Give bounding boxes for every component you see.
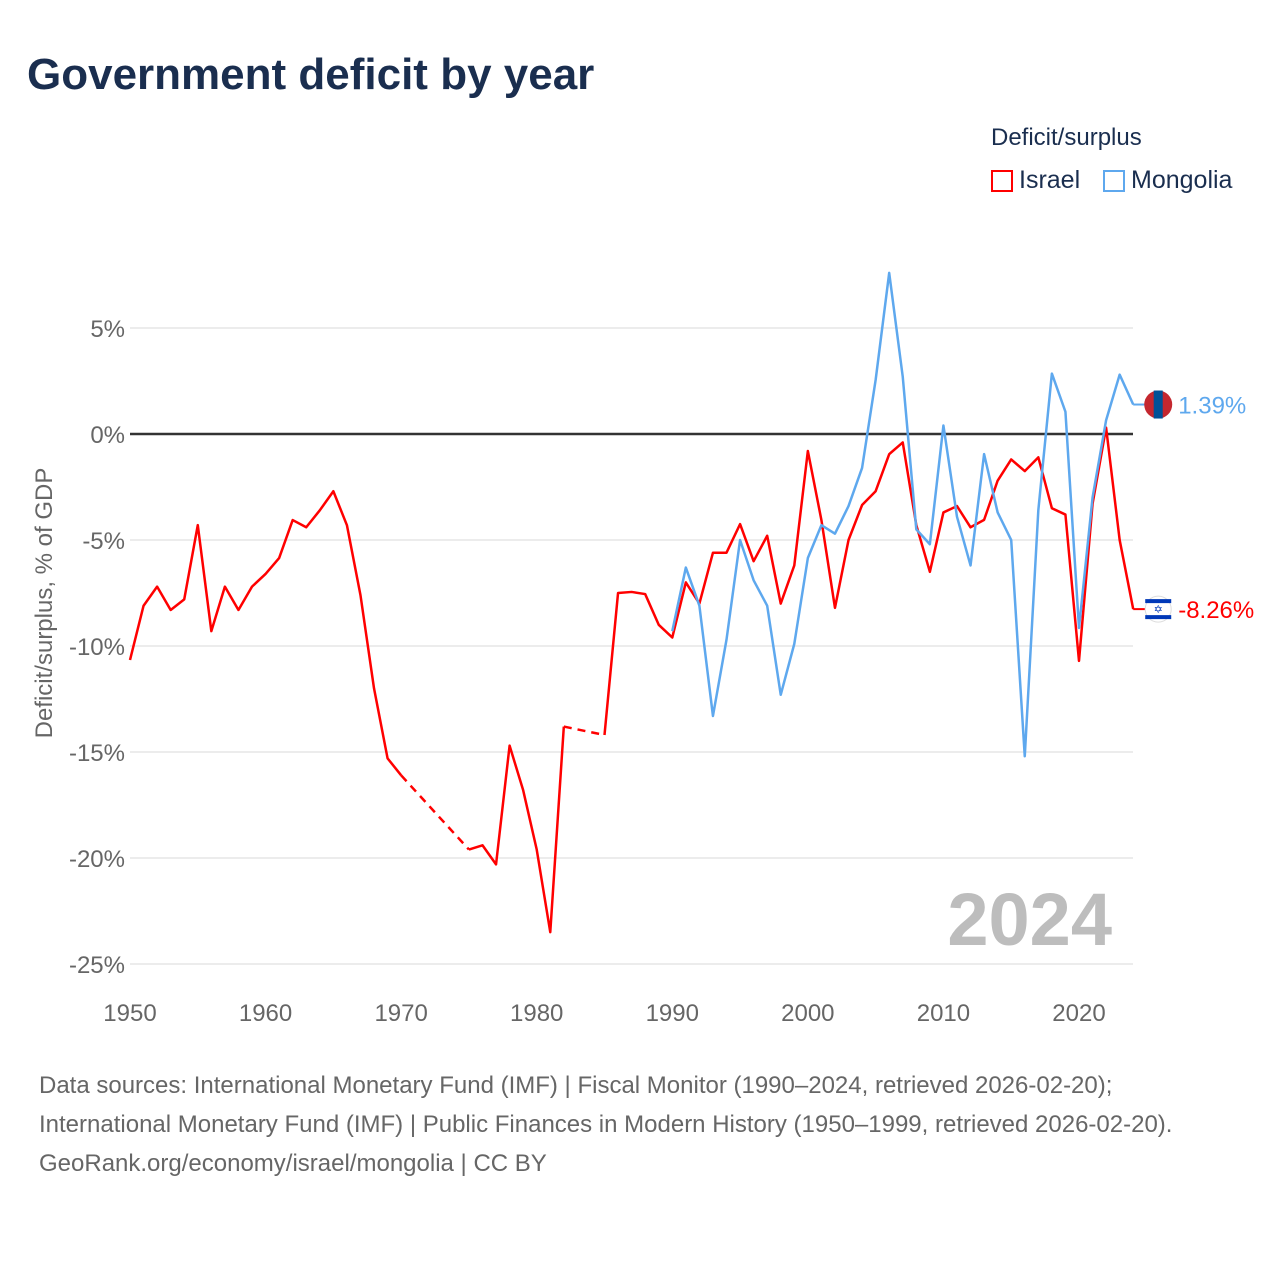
series-line-israel bbox=[128, 489, 403, 777]
x-tick-label: 1970 bbox=[374, 1000, 427, 1027]
y-tick-label: 5% bbox=[90, 316, 125, 343]
data-sources: Data sources: International Monetary Fun… bbox=[39, 1072, 1173, 1138]
legend-swatch-mongolia bbox=[1103, 169, 1125, 192]
legend-item-mongolia[interactable]: Mongolia bbox=[1103, 166, 1232, 195]
legend-title: Deficit/surplus bbox=[991, 124, 1142, 151]
legend-label-israel: Israel bbox=[1019, 166, 1081, 194]
legend-item-israel[interactable]: Israel bbox=[991, 166, 1080, 195]
flag-stripe bbox=[1153, 390, 1163, 419]
end-label-israel: -8.26% bbox=[1178, 597, 1254, 624]
flag-stripe bbox=[1145, 599, 1172, 604]
legend-label-mongolia: Mongolia bbox=[1131, 166, 1233, 194]
end-label-mongolia: 1.39% bbox=[1178, 393, 1246, 420]
x-tick-label: 1990 bbox=[646, 1000, 699, 1027]
x-tick-label: 1950 bbox=[103, 1000, 156, 1027]
series-line-israel bbox=[468, 726, 566, 934]
footer: Data sources: International Monetary Fun… bbox=[39, 1066, 1239, 1183]
y-tick-label: -10% bbox=[69, 634, 125, 661]
legend-swatch-israel bbox=[991, 169, 1013, 192]
x-tick-label: 1960 bbox=[239, 1000, 292, 1027]
x-tick-label: 1980 bbox=[510, 1000, 563, 1027]
year-badge: 2024 bbox=[947, 878, 1112, 961]
series-gap-israel bbox=[400, 774, 470, 851]
y-axis-label: Deficit/surplus, % of GDP bbox=[31, 468, 58, 739]
flag-stripe bbox=[1145, 615, 1172, 620]
y-tick-label: -25% bbox=[69, 952, 125, 979]
series-line-israel bbox=[603, 426, 1135, 736]
series-line-mongolia bbox=[671, 271, 1135, 758]
y-tick-label: -15% bbox=[69, 740, 125, 767]
x-tick-label: 2000 bbox=[781, 1000, 834, 1027]
attribution-link[interactable]: GeoRank.org/economy/israel/mongolia | CC… bbox=[39, 1150, 547, 1177]
y-tick-label: 0% bbox=[90, 422, 125, 449]
x-tick-label: 2010 bbox=[917, 1000, 970, 1027]
x-tick-label: 2020 bbox=[1052, 1000, 1105, 1027]
y-tick-label: -5% bbox=[82, 528, 125, 555]
page-title: Government deficit by year bbox=[27, 50, 595, 99]
y-tick-label: -20% bbox=[69, 846, 125, 873]
star-of-david-icon: ✡ bbox=[1154, 603, 1163, 616]
series-gap-israel bbox=[563, 725, 605, 737]
